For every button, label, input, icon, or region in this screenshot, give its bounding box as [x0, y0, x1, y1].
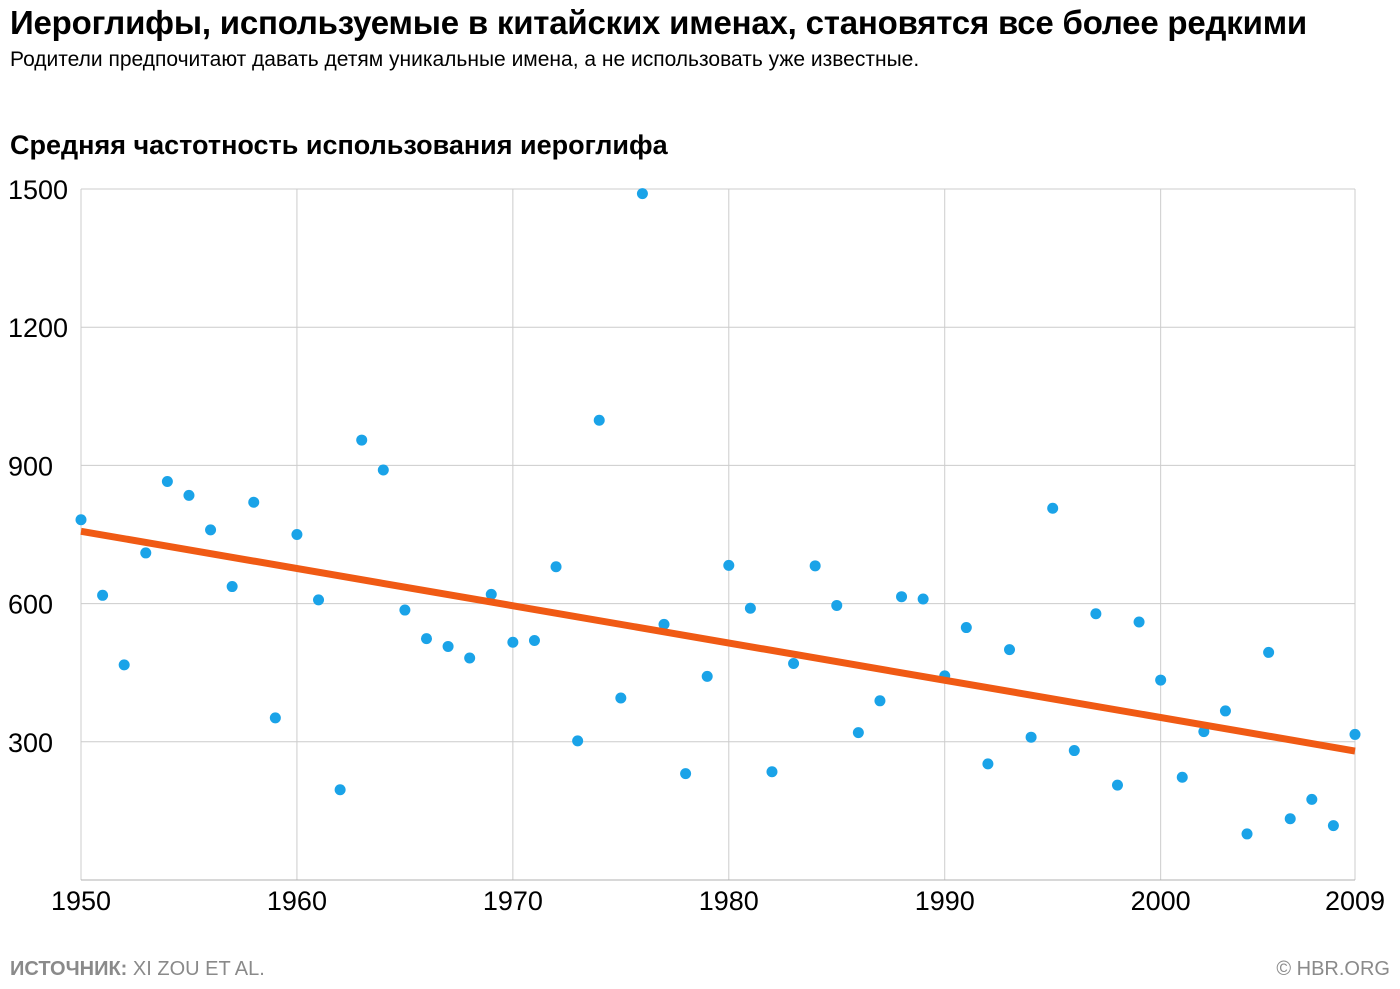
x-tick-label: 1980: [699, 886, 759, 916]
data-point: [334, 784, 346, 796]
data-point: [1025, 731, 1037, 743]
data-point: [97, 589, 109, 601]
data-point: [399, 604, 411, 616]
data-point: [723, 559, 735, 571]
data-point: [874, 695, 886, 707]
data-point: [744, 602, 756, 614]
source-note: ИСТОЧНИК: XI ZOU ET AL.: [10, 958, 265, 981]
data-point: [809, 560, 821, 572]
data-point: [420, 633, 432, 645]
data-point: [572, 735, 584, 747]
data-point: [205, 524, 217, 536]
data-point: [1263, 646, 1275, 658]
data-point: [442, 640, 454, 652]
axis-layer: 1950 1960 1970 1980 1990 2000 2009 300 600 900 120…: [8, 175, 1385, 916]
data-point: [528, 634, 540, 646]
data-point: [1068, 745, 1080, 757]
data-point: [226, 581, 238, 593]
data-point: [1241, 828, 1253, 840]
y-tick-label: 1200: [8, 313, 68, 343]
data-point: [313, 594, 325, 606]
data-point: [269, 712, 281, 724]
points-layer: [75, 188, 1361, 840]
data-point: [1047, 502, 1059, 514]
data-point: [1349, 728, 1361, 740]
data-point: [118, 659, 130, 671]
data-point: [831, 599, 843, 611]
data-point: [1176, 771, 1188, 783]
data-point: [1219, 705, 1231, 717]
x-tick-label: 1960: [267, 886, 327, 916]
data-point: [1155, 674, 1167, 686]
data-point: [896, 591, 908, 603]
data-point: [291, 529, 303, 540]
data-point: [1306, 793, 1318, 805]
data-point: [1327, 820, 1339, 832]
data-point: [766, 766, 778, 778]
chart-title: Средняя частотность использования иерогл…: [10, 130, 668, 160]
y-tick-label: 1500: [8, 175, 68, 205]
data-point: [356, 434, 368, 446]
data-point: [75, 514, 87, 526]
data-point: [658, 618, 670, 630]
y-tick-label: 600: [8, 590, 53, 620]
data-point: [550, 561, 562, 573]
data-point: [1004, 644, 1016, 656]
page-subtitle: Родители предпочитают давать детям уника…: [10, 48, 920, 71]
data-point: [248, 496, 260, 508]
grid-layer: [80, 188, 1356, 880]
data-point: [377, 464, 389, 476]
source-label: ИСТОЧНИК:: [10, 958, 128, 980]
page-title: Иероглифы, используемые в китайских имен…: [10, 4, 1307, 41]
data-point: [960, 622, 972, 634]
data-point: [1090, 608, 1102, 620]
trend-line: [80, 527, 1356, 755]
data-point: [507, 636, 519, 648]
source-text: XI ZOU ET AL.: [127, 958, 265, 980]
data-point: [161, 476, 173, 488]
data-point: [615, 692, 627, 704]
x-tick-label: 2000: [1131, 886, 1191, 916]
data-point: [1133, 616, 1145, 628]
data-point: [701, 670, 713, 682]
x-tick-label: 1970: [483, 886, 543, 916]
y-tick-label: 300: [8, 728, 53, 758]
data-point: [464, 652, 476, 664]
data-point: [680, 768, 692, 780]
trend-layer: [80, 527, 1356, 755]
data-point: [788, 657, 800, 669]
copyright-note: © HBR.ORG: [1276, 958, 1390, 980]
data-point: [593, 414, 605, 426]
data-point: [485, 588, 497, 600]
data-point: [982, 758, 994, 770]
data-point: [636, 188, 648, 200]
y-tick-label: 900: [8, 451, 53, 481]
data-point: [1111, 779, 1123, 791]
x-tick-label: 1990: [915, 886, 975, 916]
data-point: [1284, 813, 1296, 825]
data-point: [852, 727, 864, 739]
data-point: [183, 489, 195, 501]
data-point: [917, 593, 929, 605]
data-point: [140, 547, 152, 559]
x-tick-label: 2009: [1325, 886, 1385, 916]
x-tick-label: 1950: [51, 886, 111, 916]
